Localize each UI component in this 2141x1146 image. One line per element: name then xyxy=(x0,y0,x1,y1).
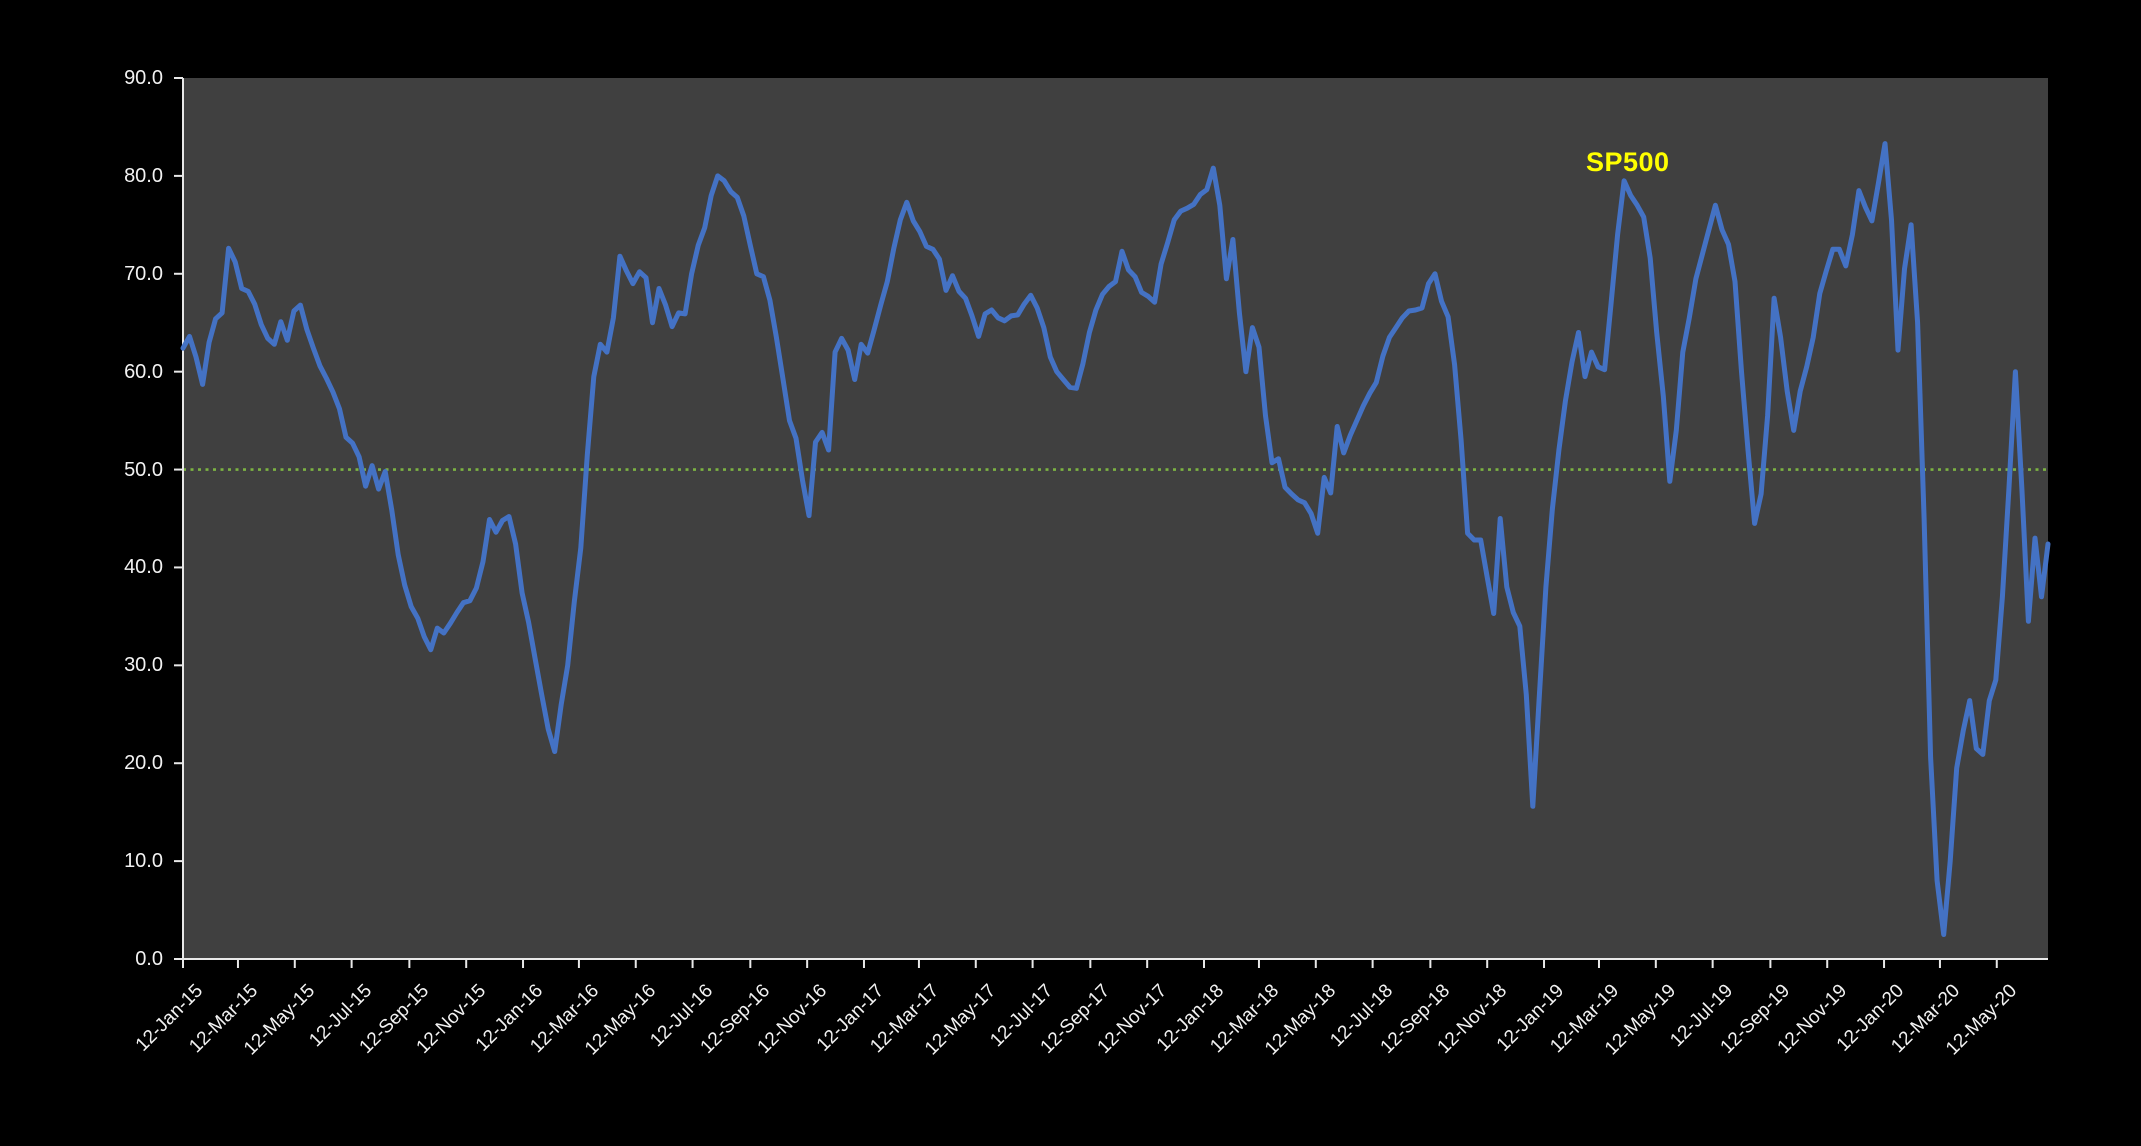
tick-marks xyxy=(174,77,1998,968)
y-axis-label: 40.0 xyxy=(124,556,163,579)
y-axis-label: 30.0 xyxy=(124,654,163,677)
y-axis-label: 20.0 xyxy=(124,752,163,775)
y-axis-label: 60.0 xyxy=(124,360,163,383)
series-label: SP500 xyxy=(1586,147,1670,177)
y-axis-label: 50.0 xyxy=(124,458,163,481)
y-axis-label: 90.0 xyxy=(124,67,163,89)
y-axis-label: 10.0 xyxy=(124,850,163,873)
y-axis-label: 80.0 xyxy=(124,164,163,187)
y-axis-label: 0.0 xyxy=(135,948,163,970)
plot-area xyxy=(183,78,2048,959)
y-axis-label: 70.0 xyxy=(124,262,163,285)
sp500-line xyxy=(180,141,2051,937)
axis-lines xyxy=(182,78,2048,960)
